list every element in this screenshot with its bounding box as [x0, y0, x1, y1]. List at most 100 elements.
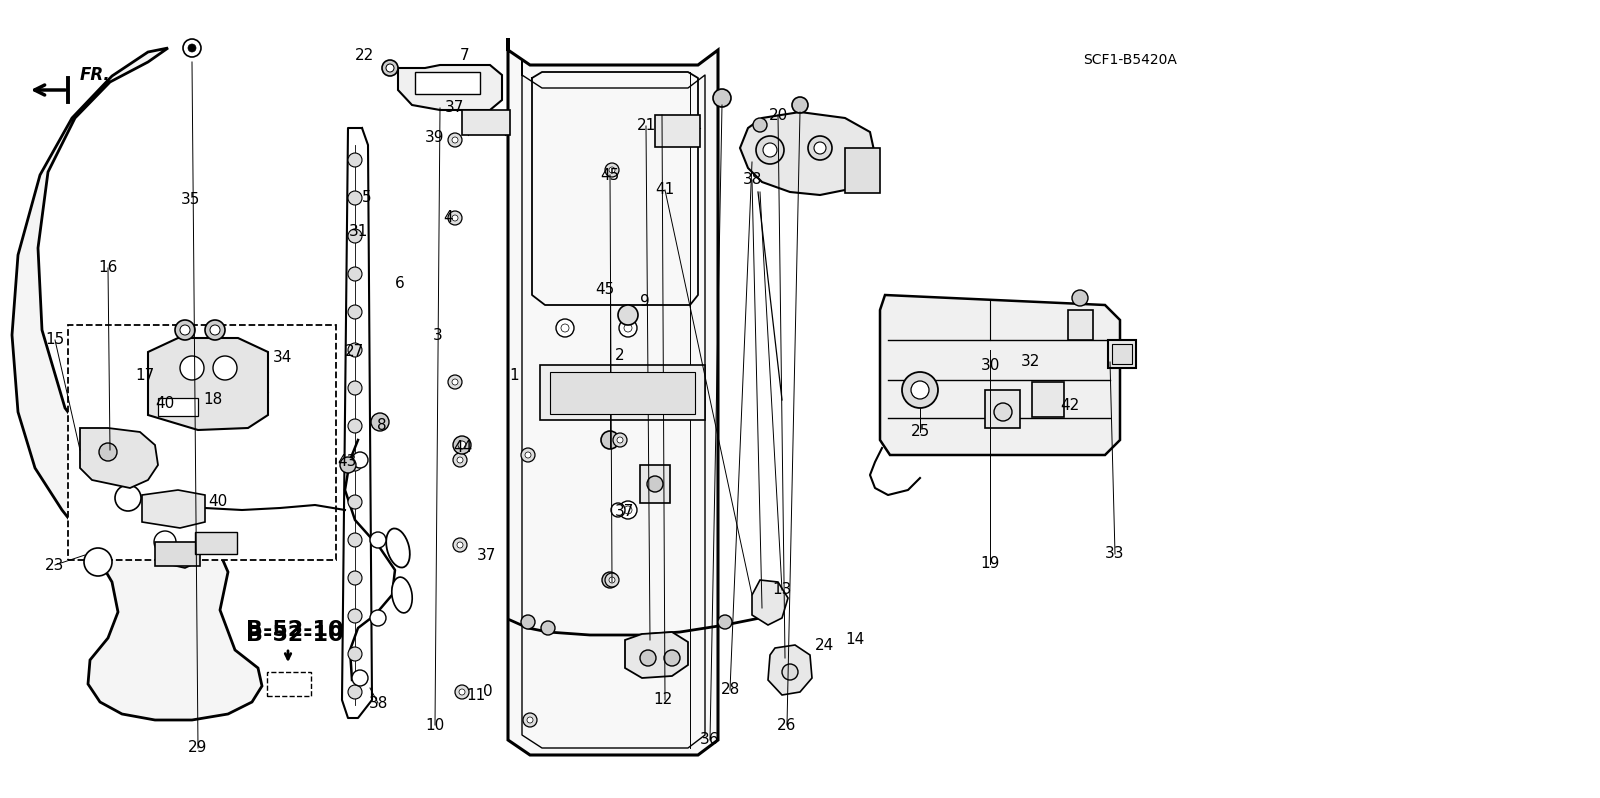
- Bar: [1107, 340, 1136, 368]
- Circle shape: [179, 356, 205, 380]
- Text: 27: 27: [346, 345, 365, 360]
- Circle shape: [349, 191, 362, 205]
- Text: 14: 14: [845, 633, 864, 647]
- Circle shape: [453, 379, 458, 385]
- Circle shape: [213, 356, 237, 380]
- Text: 38: 38: [742, 172, 762, 188]
- Bar: [1069, 310, 1093, 340]
- Polygon shape: [462, 110, 510, 135]
- Circle shape: [458, 441, 466, 449]
- Circle shape: [867, 154, 877, 162]
- Circle shape: [646, 476, 662, 492]
- Text: 31: 31: [349, 224, 368, 239]
- Circle shape: [814, 142, 826, 154]
- Circle shape: [624, 506, 632, 514]
- Ellipse shape: [392, 577, 413, 613]
- Polygon shape: [768, 645, 813, 695]
- Circle shape: [619, 319, 637, 337]
- Text: 23: 23: [45, 558, 64, 572]
- Circle shape: [867, 176, 877, 184]
- Circle shape: [562, 324, 570, 332]
- Text: 10: 10: [426, 717, 445, 733]
- Circle shape: [371, 413, 389, 431]
- Bar: [640, 465, 670, 503]
- Text: 21: 21: [637, 118, 656, 133]
- Bar: [67, 325, 336, 560]
- Circle shape: [453, 453, 467, 467]
- Text: 15: 15: [45, 333, 64, 347]
- Circle shape: [458, 542, 462, 548]
- Circle shape: [718, 615, 733, 629]
- Circle shape: [205, 320, 226, 340]
- Circle shape: [285, 680, 293, 688]
- Circle shape: [613, 433, 627, 447]
- Circle shape: [618, 437, 622, 443]
- Text: 13: 13: [773, 583, 792, 598]
- Polygon shape: [739, 112, 875, 195]
- Bar: [155, 542, 200, 566]
- Polygon shape: [147, 338, 269, 430]
- Circle shape: [382, 60, 398, 76]
- Circle shape: [349, 609, 362, 623]
- Text: 37: 37: [477, 548, 496, 563]
- Circle shape: [994, 403, 1013, 421]
- Circle shape: [557, 319, 574, 337]
- Polygon shape: [509, 38, 718, 755]
- Text: 1: 1: [509, 368, 518, 382]
- Text: 36: 36: [701, 733, 720, 748]
- Circle shape: [99, 443, 117, 461]
- Text: 45: 45: [595, 282, 614, 298]
- Text: 11: 11: [466, 688, 486, 702]
- Circle shape: [453, 538, 467, 552]
- Circle shape: [714, 89, 731, 107]
- Polygon shape: [80, 428, 158, 488]
- Circle shape: [602, 431, 619, 449]
- Circle shape: [458, 457, 462, 463]
- Circle shape: [349, 495, 362, 509]
- Circle shape: [522, 615, 534, 629]
- Text: 17: 17: [136, 368, 155, 382]
- Circle shape: [454, 685, 469, 699]
- Circle shape: [349, 381, 362, 395]
- Text: 22: 22: [354, 49, 374, 64]
- Text: 39: 39: [426, 131, 445, 145]
- Text: 33: 33: [1106, 547, 1125, 562]
- Circle shape: [349, 153, 362, 167]
- Circle shape: [370, 532, 386, 548]
- Circle shape: [349, 533, 362, 547]
- Text: 44: 44: [453, 440, 472, 455]
- Text: 35: 35: [181, 192, 200, 207]
- Circle shape: [154, 531, 176, 553]
- Circle shape: [349, 419, 362, 433]
- Circle shape: [605, 163, 619, 177]
- Polygon shape: [626, 632, 688, 678]
- Circle shape: [541, 621, 555, 635]
- Text: 3: 3: [434, 327, 443, 342]
- Text: 2: 2: [614, 347, 626, 362]
- Polygon shape: [13, 48, 262, 720]
- Circle shape: [349, 647, 362, 661]
- Text: B-52-10: B-52-10: [246, 625, 344, 645]
- Text: 38: 38: [368, 696, 387, 710]
- Circle shape: [902, 372, 938, 408]
- Text: 32: 32: [1021, 354, 1040, 369]
- Circle shape: [83, 548, 112, 576]
- Circle shape: [349, 685, 362, 699]
- Circle shape: [808, 136, 832, 160]
- Circle shape: [526, 717, 533, 723]
- Circle shape: [174, 320, 195, 340]
- Circle shape: [453, 215, 458, 221]
- Text: 24: 24: [814, 638, 834, 653]
- Circle shape: [349, 229, 362, 243]
- Circle shape: [525, 452, 531, 458]
- Circle shape: [523, 713, 538, 727]
- Bar: [1032, 382, 1064, 417]
- Circle shape: [850, 176, 858, 184]
- Circle shape: [349, 571, 362, 585]
- Text: 37: 37: [445, 101, 464, 116]
- Text: 19: 19: [981, 556, 1000, 571]
- Circle shape: [352, 670, 368, 686]
- Text: 4: 4: [443, 211, 453, 226]
- Text: 30: 30: [981, 358, 1000, 373]
- Circle shape: [624, 324, 632, 332]
